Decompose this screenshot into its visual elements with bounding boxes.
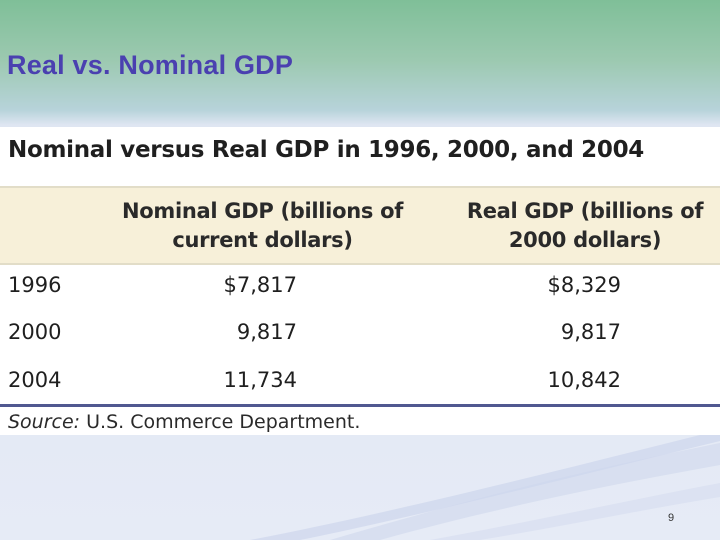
source-note: Source: U.S. Commerce Department. [8, 411, 360, 433]
nominal-gdp-column-header: Nominal GDP (billions of current dollars… [110, 197, 415, 255]
nominal-gdp-cell: $7,817 [223, 273, 297, 297]
nominal-gdp-cell: 9,817 [236, 320, 297, 344]
nominal-gdp-cell: 11,734 [223, 368, 297, 392]
table-bottom-rule [0, 404, 720, 407]
nominal-header-line-1: Nominal GDP (billions of [121, 199, 404, 223]
real-gdp-cell: 9,817 [560, 320, 621, 344]
table-row-2000: 2000 9,817 9,817 [0, 317, 720, 363]
source-label: Source: [8, 411, 81, 433]
real-gdp-cell: $8,329 [547, 273, 621, 297]
page-number: 9 [668, 512, 675, 524]
year-cell: 2004 [8, 368, 62, 392]
real-header-line-1: Real GDP (billions of [466, 199, 704, 223]
decorative-swoosh [250, 435, 720, 540]
gdp-table: Nominal versus Real GDP in 1996, 2000, a… [0, 127, 720, 435]
real-gdp-column-header: Real GDP (billions of 2000 dollars) [445, 197, 720, 255]
table-row-1996: 1996 $7,817 $8,329 [0, 270, 720, 316]
table-header-row: Nominal GDP (billions of current dollars… [0, 186, 720, 265]
real-header-line-2: 2000 dollars) [508, 228, 662, 252]
year-cell: 1996 [8, 273, 62, 297]
nominal-header-line-2: current dollars) [172, 228, 353, 252]
source-text: U.S. Commerce Department. [80, 411, 361, 433]
table-heading: Nominal versus Real GDP in 1996, 2000, a… [8, 137, 644, 163]
table-row-2004: 2004 11,734 10,842 [0, 365, 720, 411]
slide-title: Real vs. Nominal GDP [7, 50, 294, 80]
real-gdp-cell: 10,842 [547, 368, 621, 392]
year-cell: 2000 [8, 320, 62, 344]
